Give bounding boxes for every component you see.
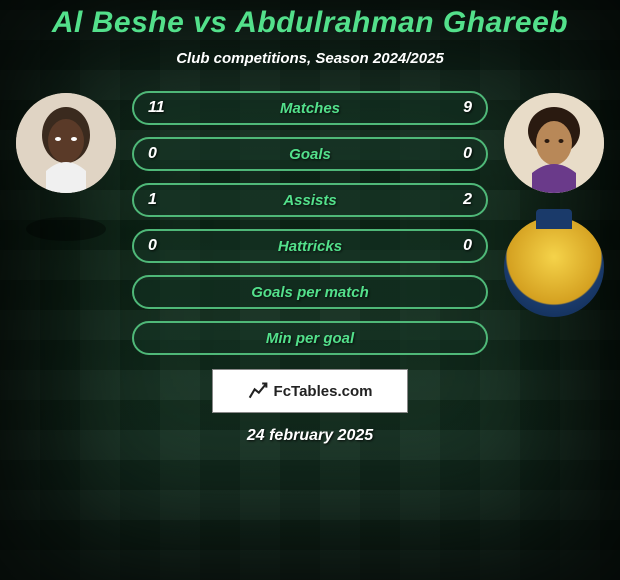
avatar-icon bbox=[504, 93, 604, 193]
club-badge-right bbox=[504, 217, 604, 317]
stat-value-right: 0 bbox=[463, 237, 472, 255]
chart-icon bbox=[248, 381, 268, 401]
stat-value-right: 9 bbox=[463, 99, 472, 117]
stat-label: Goals bbox=[289, 146, 331, 163]
stat-value-left: 1 bbox=[148, 191, 157, 209]
stat-value-left: 0 bbox=[148, 145, 157, 163]
date: 24 february 2025 bbox=[247, 427, 373, 445]
stat-label: Goals per match bbox=[251, 284, 369, 301]
stat-bar: Min per goal bbox=[132, 321, 488, 355]
page-title: Al Beshe vs Abdulrahman Ghareeb bbox=[52, 6, 568, 40]
stat-label: Assists bbox=[283, 192, 336, 209]
stat-value-right: 0 bbox=[463, 145, 472, 163]
club-badge-left bbox=[26, 217, 106, 241]
brand-text: FcTables.com bbox=[274, 383, 373, 400]
stat-label: Hattricks bbox=[278, 238, 342, 255]
stat-bar: 11 Matches 9 bbox=[132, 91, 488, 125]
stat-bar: 0 Hattricks 0 bbox=[132, 229, 488, 263]
right-column bbox=[504, 85, 604, 317]
content: Al Beshe vs Abdulrahman Ghareeb Club com… bbox=[0, 0, 620, 580]
avatar-icon bbox=[16, 93, 116, 193]
player-right-portrait bbox=[504, 93, 604, 193]
stat-bars: 11 Matches 9 0 Goals 0 1 Assists 2 0 Hattricks 0 Goa… bbox=[132, 85, 488, 355]
main-row: 11 Matches 9 0 Goals 0 1 Assists 2 0 Hattricks 0 Goa… bbox=[0, 85, 620, 355]
stat-value-right: 2 bbox=[463, 191, 472, 209]
stat-value-left: 0 bbox=[148, 237, 157, 255]
stat-bar: Goals per match bbox=[132, 275, 488, 309]
left-column bbox=[16, 85, 116, 241]
player-left-portrait bbox=[16, 93, 116, 193]
stat-bar: 1 Assists 2 bbox=[132, 183, 488, 217]
stat-bar: 0 Goals 0 bbox=[132, 137, 488, 171]
stat-value-left: 11 bbox=[148, 99, 165, 117]
page-subtitle: Club competitions, Season 2024/2025 bbox=[176, 50, 444, 67]
stat-label: Min per goal bbox=[266, 330, 354, 347]
brand-box: FcTables.com bbox=[212, 369, 408, 413]
stat-label: Matches bbox=[280, 100, 340, 117]
